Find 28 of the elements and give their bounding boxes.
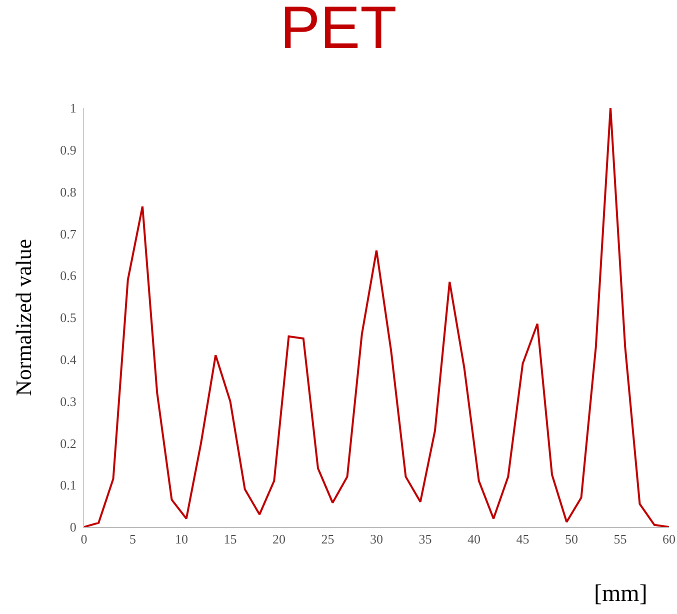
y-tick-label: 0.8 — [60, 184, 76, 200]
x-tick-label: 30 — [370, 532, 383, 547]
x-tick-label: 10 — [175, 532, 188, 547]
x-tick-label: 60 — [662, 532, 676, 547]
y-tick-label: 0.2 — [60, 436, 76, 451]
x-tick-label: 0 — [80, 532, 88, 547]
x-tick-label: 5 — [130, 532, 136, 547]
y-tick-label: 1 — [70, 100, 76, 116]
y-tick-label: 0.9 — [60, 142, 76, 158]
y-tick-label: 0 — [70, 520, 76, 535]
x-tick-label: 50 — [565, 532, 578, 547]
chart-title: PET — [280, 0, 397, 62]
line-series — [84, 108, 669, 527]
x-axis-title: [mm] — [594, 581, 648, 607]
y-tick-label: 0.1 — [60, 478, 76, 493]
x-tick-label: 55 — [614, 532, 627, 547]
x-tick-label: 15 — [224, 532, 237, 547]
x-tick-label: 45 — [516, 532, 530, 547]
x-tick-label: 20 — [272, 532, 286, 547]
y-tick-label: 0.6 — [60, 268, 77, 284]
y-axis-title: Normalized value — [10, 239, 36, 396]
x-tick-label: 25 — [321, 532, 334, 547]
x-tick-label: 35 — [418, 532, 432, 547]
y-tick-label: 0.7 — [60, 226, 77, 242]
y-tick-label: 0.5 — [60, 310, 76, 326]
x-tick-label: 40 — [468, 532, 480, 547]
y-tick-label: 0.4 — [60, 352, 77, 367]
y-tick-label: 0.3 — [60, 394, 76, 409]
